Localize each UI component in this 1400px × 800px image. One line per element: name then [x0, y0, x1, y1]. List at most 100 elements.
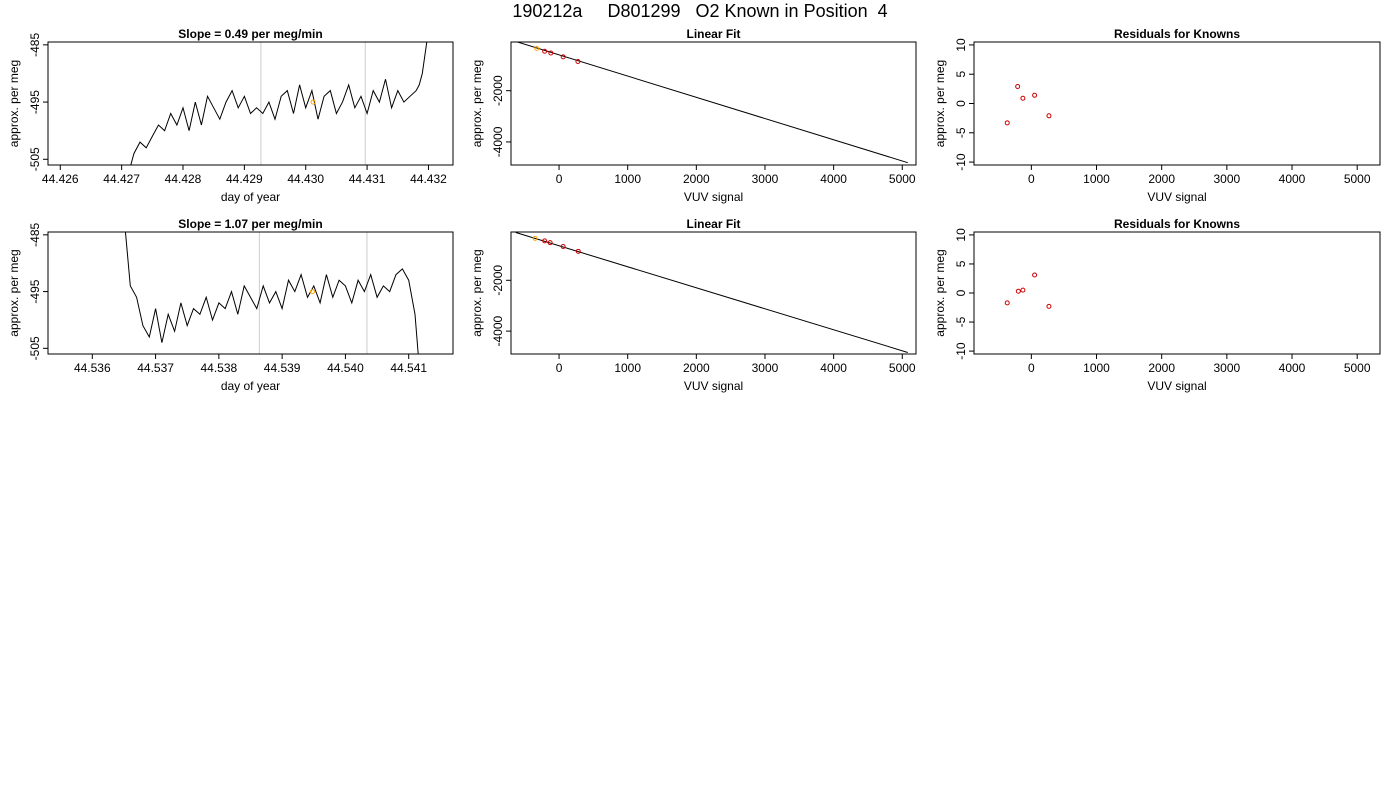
x-tick-label: 4000 [820, 361, 847, 375]
x-tick-label: 2000 [1148, 361, 1175, 375]
x-tick-label: 1000 [1083, 361, 1110, 375]
x-tick-label: 44.537 [137, 361, 174, 375]
x-tick-label: 2000 [1148, 172, 1175, 186]
x-tick-label: 5000 [1344, 361, 1371, 375]
data-point [547, 240, 553, 246]
y-axis-label: approx. per meg [7, 249, 21, 336]
fit-line [515, 42, 908, 164]
x-tick-label: 44.430 [287, 172, 324, 186]
data-point [532, 235, 538, 241]
y-tick-label: -10 [954, 153, 968, 171]
x-tick-label: 3000 [752, 172, 779, 186]
data-point [1020, 287, 1026, 293]
x-tick-label: 44.427 [103, 172, 140, 186]
y-tick-label: -495 [28, 90, 42, 114]
chart-panel-lf2: Linear Fit 0 1000 2000 3000 4000 5000 -2000 -400… [470, 217, 917, 393]
chart-title: Linear Fit [686, 217, 740, 231]
data-point [1032, 92, 1038, 98]
data-point [534, 45, 540, 51]
x-tick-label: 5000 [1344, 172, 1371, 186]
data-point [560, 243, 566, 249]
x-tick-label: 44.539 [264, 361, 301, 375]
y-tick-label: -505 [28, 147, 42, 171]
plot-area [515, 42, 908, 164]
data-point [542, 48, 548, 54]
x-tick-label: 44.536 [74, 361, 111, 375]
y-axis-label: approx. per meg [933, 249, 947, 336]
x-tick-label: 44.432 [410, 172, 447, 186]
y-axis-label: approx. per meg [933, 60, 947, 147]
y-tick-label: 0 [954, 289, 968, 296]
x-tick-label: 44.541 [390, 361, 427, 375]
plot-frame [973, 231, 1381, 355]
plot-frame [973, 41, 1381, 166]
chart-title: Linear Fit [686, 27, 740, 41]
y-tick-label: -495 [28, 279, 42, 303]
chart-title: Residuals for Knowns [1114, 27, 1240, 41]
data-point [575, 248, 581, 254]
plot-area [1004, 84, 1052, 126]
x-tick-label: 4000 [1279, 361, 1306, 375]
y-tick-label: 0 [954, 100, 968, 107]
x-tick-label: 4000 [1279, 172, 1306, 186]
x-axis-label: VUV signal [1147, 379, 1206, 393]
chart-panel-lf1: Linear Fit 0 1000 2000 3000 4000 5000 -2000 -400… [470, 27, 917, 204]
x-tick-label: 44.428 [165, 172, 202, 186]
x-tick-label: 0 [1028, 361, 1035, 375]
x-tick-label: 0 [556, 361, 563, 375]
plot-area [130, 42, 428, 165]
x-tick-label: 1000 [1083, 172, 1110, 186]
data-point [575, 58, 581, 64]
plot-area [124, 232, 419, 354]
x-tick-label: 44.429 [226, 172, 263, 186]
x-tick-label: 44.426 [42, 172, 79, 186]
y-tick-label: -505 [28, 336, 42, 360]
data-point [1015, 288, 1021, 294]
x-tick-label: 1000 [614, 361, 641, 375]
x-axis-label: VUV signal [684, 190, 743, 204]
y-tick-label: -10 [954, 342, 968, 360]
y-tick-label: -485 [28, 223, 42, 247]
y-axis-label: approx. per meg [7, 60, 21, 147]
highlight-point [310, 99, 316, 105]
x-tick-label: 1000 [614, 172, 641, 186]
y-tick-label: -2000 [491, 75, 505, 106]
x-tick-label: 0 [1028, 172, 1035, 186]
x-axis-label: day of year [221, 379, 280, 393]
plot-frame [510, 41, 917, 166]
data-point [1004, 300, 1010, 306]
plot-frame [47, 231, 454, 355]
series-line [130, 42, 428, 165]
x-tick-label: 5000 [889, 361, 916, 375]
data-point [548, 50, 554, 56]
series-line [124, 232, 419, 354]
data-point [560, 54, 566, 60]
x-axis-label: VUV signal [1147, 190, 1206, 204]
x-tick-label: 44.431 [349, 172, 386, 186]
x-axis-label: VUV signal [684, 379, 743, 393]
chart-title: Slope = 0.49 per meg/min [178, 27, 322, 41]
x-tick-label: 3000 [1214, 361, 1241, 375]
y-axis-label: approx. per meg [470, 249, 484, 336]
chart-panel-res1: Residuals for Knowns 0 1000 2000 3000 4000 500… [933, 27, 1381, 204]
page-title: 190212a D801299 O2 Known in Position 4 [512, 1, 888, 21]
x-tick-label: 3000 [752, 361, 779, 375]
x-tick-label: 4000 [820, 172, 847, 186]
data-point [1046, 113, 1052, 119]
x-tick-label: 3000 [1214, 172, 1241, 186]
y-tick-label: -4000 [491, 315, 505, 346]
chart-title: Residuals for Knowns [1114, 217, 1240, 231]
plot-frame [510, 231, 917, 355]
x-tick-label: 44.540 [327, 361, 364, 375]
chart-panel-res2: Residuals for Knowns 0 1000 2000 3000 4000 500… [933, 217, 1381, 393]
data-point [1020, 95, 1026, 101]
x-tick-label: 44.538 [201, 361, 238, 375]
x-tick-label: 2000 [683, 361, 710, 375]
highlight-point [310, 289, 316, 295]
y-tick-label: -2000 [491, 265, 505, 296]
chart-title: Slope = 1.07 per meg/min [178, 217, 322, 231]
y-tick-label: 10 [954, 38, 968, 52]
y-tick-label: 10 [954, 228, 968, 242]
plot-area [1004, 272, 1052, 309]
